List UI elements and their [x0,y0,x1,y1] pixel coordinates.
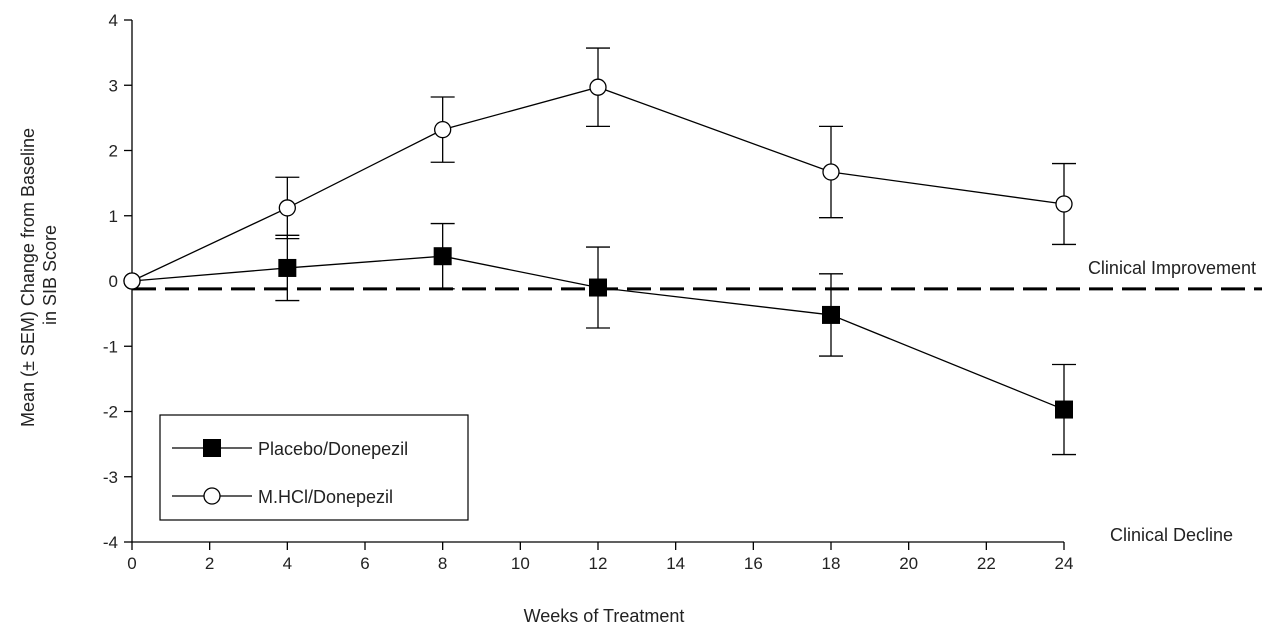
x-tick-label: 12 [589,554,608,573]
x-tick-label: 14 [666,554,685,573]
series-line [131,255,1065,411]
x-tick-label: 20 [899,554,918,573]
data-point-square [433,247,452,266]
y-axis-title: Mean (± SEM) Change from Baseline in SIB… [18,123,60,427]
annotation-clinical-decline: Clinical Decline [1110,525,1233,545]
x-tick-label: 16 [744,554,763,573]
data-point-square [278,258,297,277]
data-point-square [589,278,607,297]
x-tick-label: 24 [1055,554,1074,573]
data-point-circle [1055,195,1073,213]
legend-box [159,414,469,521]
data-point-circle [278,199,296,217]
data-point-circle [589,78,607,96]
series-mhcl-donepezil [123,47,1076,290]
x-tick-label: 2 [205,554,214,573]
y-tick-label: -4 [103,533,118,552]
x-tick-label: 22 [977,554,996,573]
series-layer [123,47,1076,456]
y-tick-label: 4 [109,11,118,30]
legend: Placebo/Donepezil M.HCl/Donepezil [159,414,469,521]
x-tick-label: 6 [360,554,369,573]
y-tick-label: 2 [109,142,118,161]
y-tick-label: -1 [103,337,118,356]
data-point-circle [822,163,840,181]
data-point-square [1055,400,1073,419]
y-axis-title-line-1: Mean (± SEM) Change from Baseline [18,128,38,427]
legend-marker-filled-square [203,439,221,457]
series-line [131,86,1065,282]
y-tick-label: 3 [109,76,118,95]
legend-label-placebo: Placebo/Donepezil [258,439,408,459]
x-tick-label: 18 [822,554,841,573]
data-point-square [822,305,840,324]
data-point-circle [123,272,141,290]
x-tick-label: 4 [283,554,292,573]
x-tick-label: 8 [438,554,447,573]
y-tick-label: 0 [109,272,118,291]
x-tick-label: 0 [127,554,136,573]
annotation-clinical-improvement: Clinical Improvement [1088,258,1256,278]
legend-label-mhcl: M.HCl/Donepezil [258,487,393,507]
x-axis-title: Weeks of Treatment [524,606,685,626]
x-tick-label: 10 [511,554,530,573]
y-tick-label: -3 [103,468,118,487]
legend-marker-open-circle [203,487,221,505]
data-point-circle [434,120,452,139]
y-tick-label: 1 [109,207,118,226]
y-axis-title-line-2: in SIB Score [40,225,60,325]
y-tick-label: -2 [103,403,118,422]
